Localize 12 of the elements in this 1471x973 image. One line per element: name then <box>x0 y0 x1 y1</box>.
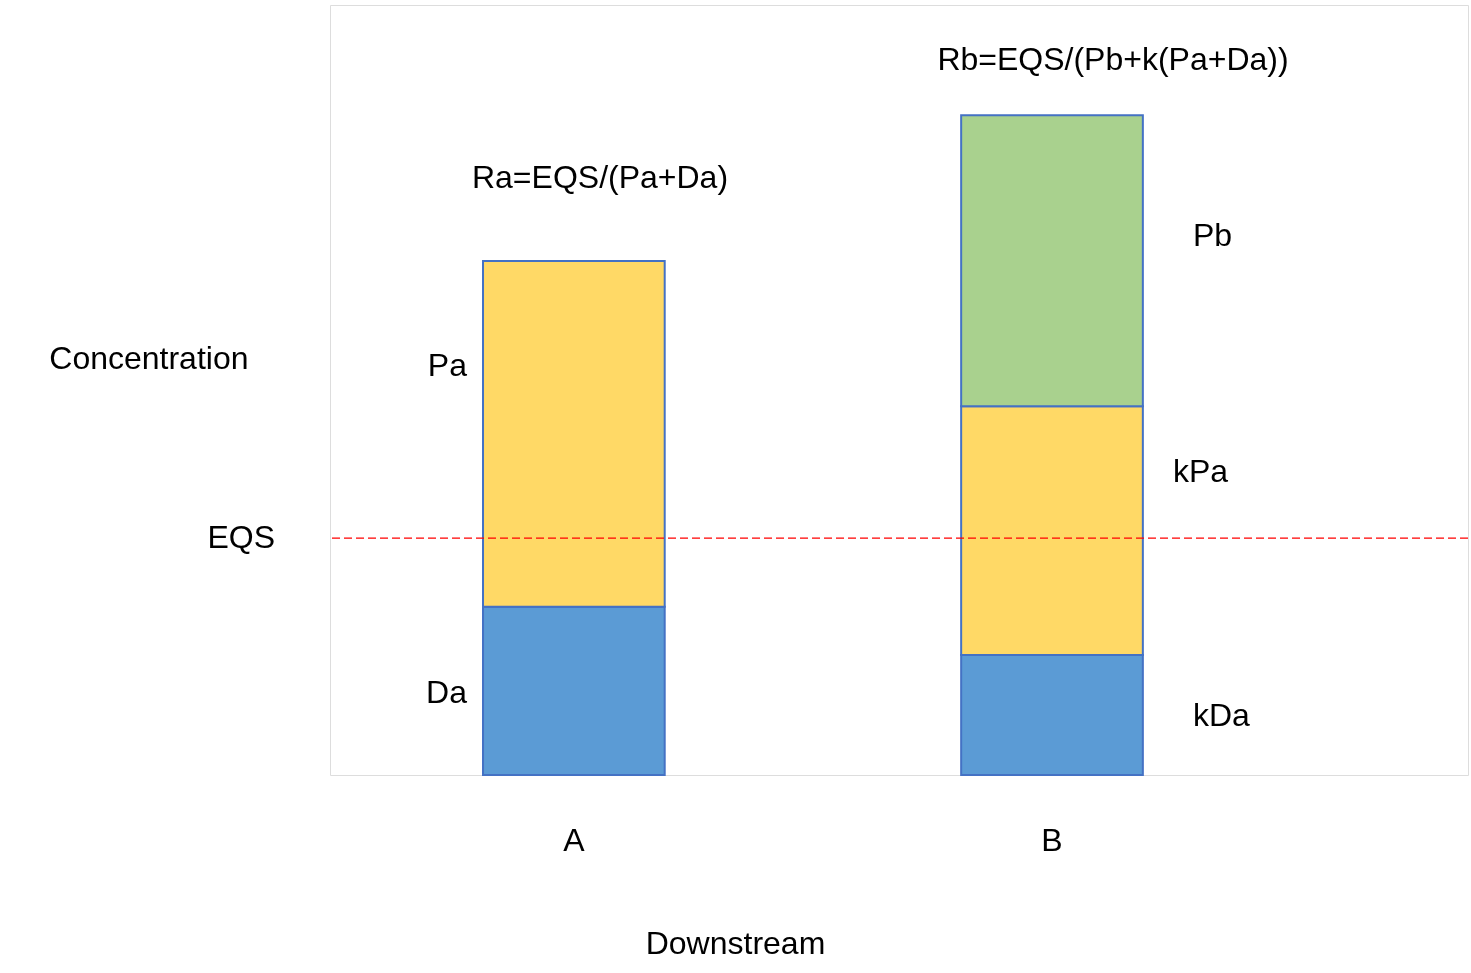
annotation: Pa <box>427 347 468 383</box>
x-tick-label: A <box>563 821 586 858</box>
x-axis-title: Downstream <box>645 924 826 961</box>
text: Rb=EQS/(Pb+k(Pa+Da)) <box>937 41 1289 77</box>
y-axis-title: Concentration <box>49 339 249 376</box>
ref-line-label: EQS <box>207 519 275 556</box>
annotation: kDa <box>1193 697 1251 733</box>
annotation: kPa <box>1173 453 1229 489</box>
annotation: Da <box>426 674 468 710</box>
annotation: Ra=EQS/(Pa+Da) <box>471 159 729 195</box>
x-tick-label: B <box>1041 821 1063 858</box>
annotation: Pb <box>1193 217 1233 253</box>
